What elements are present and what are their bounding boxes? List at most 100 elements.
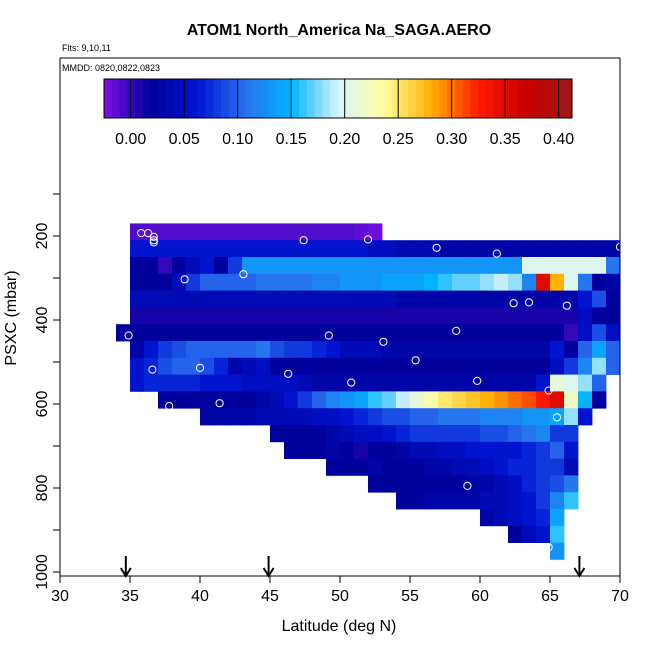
heatmap-cell (522, 257, 537, 275)
heatmap-cell (354, 324, 369, 342)
heatmap-cell (410, 357, 425, 375)
heatmap-cell (564, 257, 579, 275)
heatmap-cell (606, 273, 621, 291)
heatmap-cell (242, 341, 257, 359)
heatmap-cell (410, 458, 425, 476)
heatmap-cell (606, 290, 621, 308)
observation-point (524, 298, 534, 307)
flight-marker-arrow (119, 556, 132, 578)
heatmap-cell (508, 441, 523, 459)
heatmap-cell (256, 374, 271, 392)
heatmap-cell (508, 525, 523, 543)
heatmap-cell (396, 290, 411, 308)
heatmap-cell (578, 341, 593, 359)
heatmap-cell (228, 324, 243, 342)
heatmap-cell (452, 391, 467, 409)
heatmap-cell (312, 273, 327, 291)
heatmap-cell (550, 290, 565, 308)
heatmap-cell (536, 324, 551, 342)
colorbar-strip (205, 79, 214, 118)
heatmap-cell (298, 223, 313, 241)
heatmap-cell (228, 307, 243, 325)
heatmap-cell (172, 391, 187, 409)
colorbar-strip (127, 79, 136, 118)
heatmap-cell (522, 324, 537, 342)
observation-point (544, 543, 553, 552)
heatmap-cell (438, 441, 453, 459)
heatmap-cell (480, 240, 495, 258)
heatmap-cell (312, 290, 327, 308)
colorbar-strip (525, 79, 534, 118)
heatmap-cell (368, 307, 383, 325)
colorbar-strip (158, 79, 167, 118)
heatmap-cell (158, 341, 173, 359)
observation-point (124, 331, 133, 340)
heatmap-cell (494, 273, 509, 291)
colorbar-ticks: 0.00 0.05 0.10 0.15 0.20 0.25 0.30 0.35 0.40 (115, 79, 574, 148)
heatmap-cell (494, 475, 509, 493)
colorbar-strip (338, 79, 347, 118)
heatmap-cell (522, 307, 537, 325)
heatmap-cell (466, 425, 481, 443)
heatmap-cell (186, 341, 201, 359)
y-tick-label: 200 (34, 223, 51, 250)
colorbar-strip (400, 79, 409, 118)
heatmap-cell (242, 240, 257, 258)
heatmap-cell (340, 441, 355, 459)
heatmap-cell (550, 257, 565, 275)
colorbar-strip (143, 79, 152, 118)
flight-markers (119, 556, 586, 578)
y-axis-label: PSXC (mbar) (3, 270, 20, 365)
observation-point (509, 299, 518, 308)
x-tick-label: 30 (51, 588, 69, 605)
heatmap-cell (172, 341, 187, 359)
heatmap-cell (564, 374, 579, 392)
colorbar-strip (299, 79, 308, 118)
heatmap-cell (130, 273, 145, 291)
heatmap-cell (550, 458, 565, 476)
heatmap-cell (284, 441, 299, 459)
observation-point (432, 243, 441, 252)
heatmap-cell (410, 374, 425, 392)
heatmap-cell (242, 324, 257, 342)
heatmap-cell (452, 492, 467, 510)
heatmap-cell (326, 391, 341, 409)
heatmap-cell (550, 357, 565, 375)
heatmap-cell (326, 257, 341, 275)
heatmap-cell (326, 357, 341, 375)
arrow-head (119, 567, 132, 578)
heatmap-cell (214, 290, 229, 308)
heatmap-cell (256, 223, 271, 241)
heatmap-cell (382, 324, 397, 342)
heatmap-cell (326, 341, 341, 359)
observation-point (299, 236, 308, 245)
observation-point (144, 229, 153, 238)
observation-point (347, 378, 356, 387)
heatmap-cell (270, 223, 285, 241)
heatmap-cell (578, 324, 593, 342)
heatmap-cell (396, 458, 411, 476)
heatmap-cell (144, 374, 159, 392)
heatmap-cell (130, 341, 145, 359)
colorbar-strip (197, 79, 206, 118)
colorbar-strip (369, 79, 378, 118)
observation-point (473, 376, 482, 385)
heatmap-cell (564, 458, 579, 476)
heatmap-cell (354, 374, 369, 392)
heatmap-cell (284, 425, 299, 443)
colorbar-strip (431, 79, 440, 118)
colorbar-tick-label: 0.30 (436, 131, 467, 148)
colorbar-strip (423, 79, 433, 118)
heatmap-cell (158, 324, 173, 342)
heatmap-cell (228, 391, 243, 409)
heatmap-cell (508, 257, 523, 275)
heatmap-cell (466, 374, 481, 392)
heatmap-cell (340, 357, 355, 375)
heatmap-cell (480, 307, 495, 325)
heatmap-cell (340, 408, 355, 426)
heatmap-cell (466, 307, 481, 325)
heatmap-cell (550, 441, 565, 459)
heatmap-cell (522, 425, 537, 443)
heatmap-cell (494, 357, 509, 375)
heatmap-cell (508, 273, 523, 291)
